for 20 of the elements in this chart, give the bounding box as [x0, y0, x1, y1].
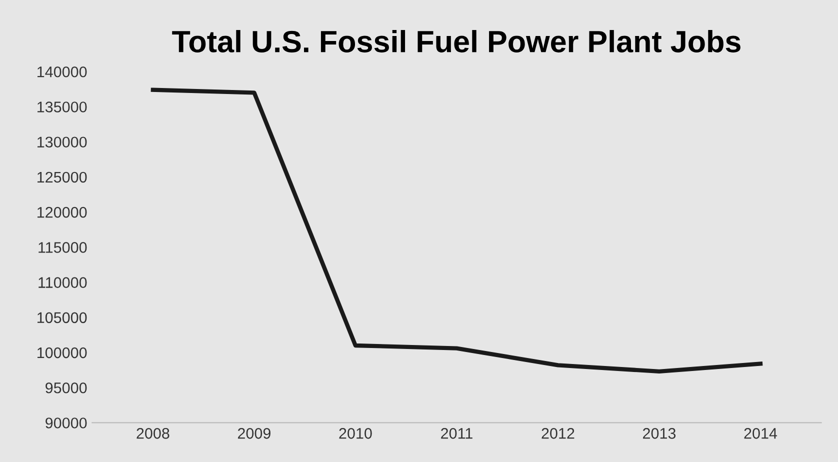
y-tick-label: 130000	[38, 136, 87, 148]
chart-title: Total U.S. Fossil Fuel Power Plant Jobs	[172, 30, 740, 52]
x-tick-label: 2013	[643, 428, 676, 439]
line-series	[150, 88, 763, 374]
y-tick-label: 140000	[38, 66, 87, 78]
y-tick-label: 115000	[38, 242, 87, 253]
y-tick-label: 100000	[38, 347, 87, 358]
x-tick-label: 2011	[441, 428, 472, 439]
x-tick-label: 2010	[339, 428, 372, 439]
y-tick-label: 105000	[38, 312, 87, 324]
y-tick-label: 110000	[38, 277, 87, 288]
y-tick-label: 120000	[38, 206, 87, 218]
y-tick-label: 90000	[46, 418, 87, 428]
x-tick-label: 2014	[744, 428, 778, 439]
x-tick-label: 2012	[542, 428, 574, 439]
x-tick-label: 2009	[238, 428, 270, 439]
y-tick-label: 95000	[46, 382, 87, 394]
y-tick-label: 125000	[38, 172, 87, 183]
x-tick-label: 2008	[136, 428, 170, 439]
y-tick-label: 135000	[38, 102, 87, 112]
